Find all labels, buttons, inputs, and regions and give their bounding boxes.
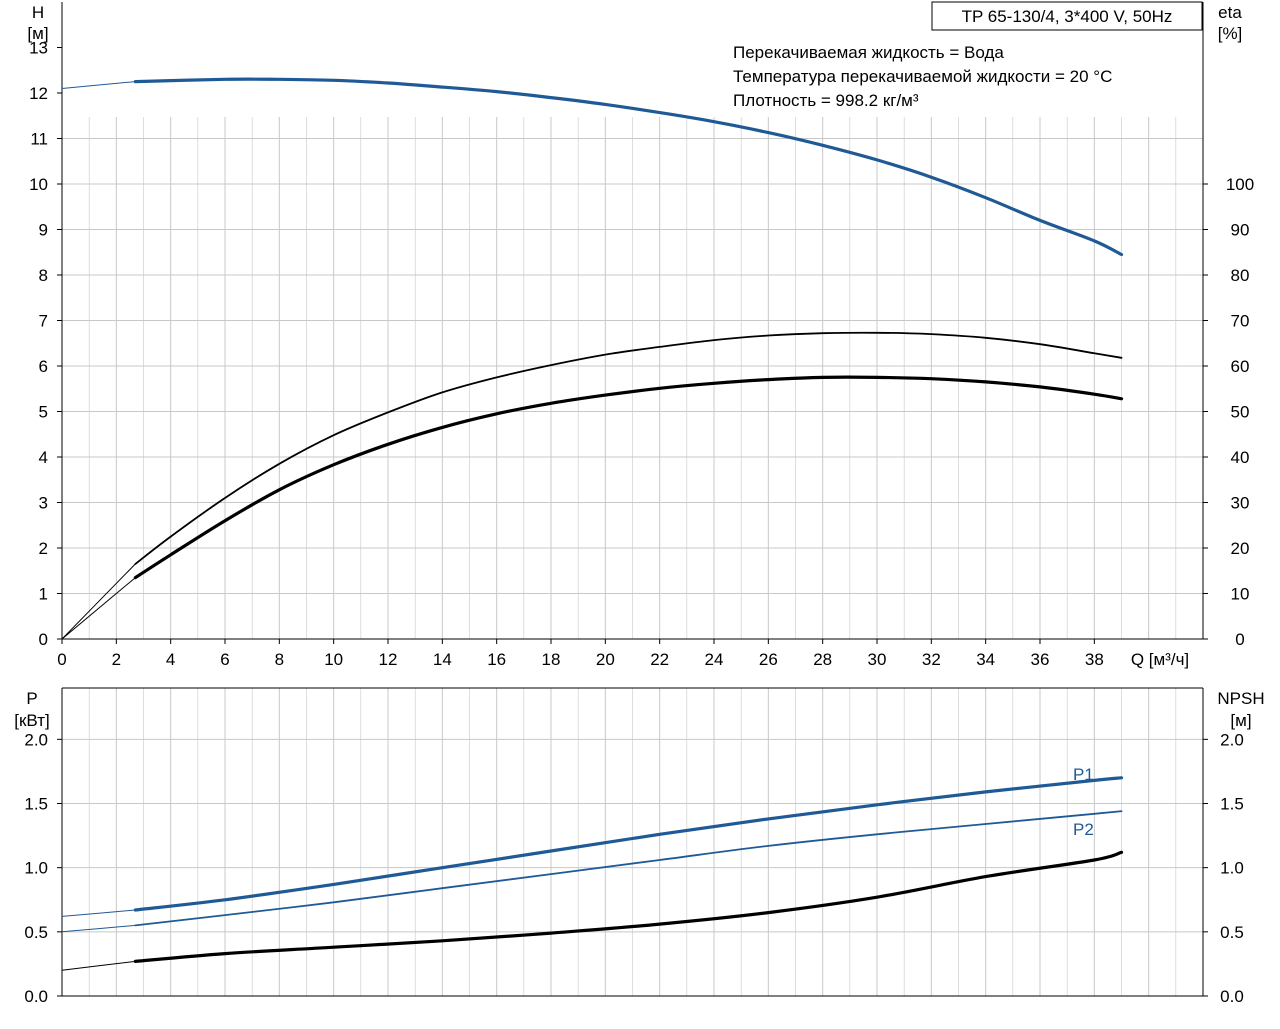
left-tick-label: 7 — [39, 312, 48, 331]
series-line-p2-extension — [61, 924, 136, 933]
bottom-tick-labels: 0.0 0.5 1.0 1.5 2.0 0.0 0.5 1.0 1.5 2.0 — [24, 730, 1243, 1006]
q-axis-label: Q [м³/ч] — [1131, 650, 1189, 669]
x-tick-label: 8 — [275, 650, 284, 669]
left-tick-label: 10 — [29, 175, 48, 194]
x-tick-label: 12 — [379, 650, 398, 669]
left-tick-label: 0.0 — [24, 987, 48, 1006]
series-line-series-0 — [133, 77, 1124, 257]
right-tick-label: 1.0 — [1220, 859, 1244, 878]
x-tick-label: 24 — [705, 650, 724, 669]
x-tick-label: 4 — [166, 650, 175, 669]
note-density: Плотность = 998.2 кг/м³ — [733, 91, 919, 110]
top-tick-labels: 0123456789101112130102030405060708090100… — [29, 39, 1254, 670]
x-tick-label: 32 — [922, 650, 941, 669]
series-line-series-2 — [133, 375, 1124, 580]
right-tick-label: 50 — [1231, 403, 1250, 422]
series-line-p1-extension — [61, 909, 136, 917]
left-tick-label: 13 — [29, 39, 48, 58]
x-tick-label: 34 — [976, 650, 995, 669]
x-tick-label: 30 — [868, 650, 887, 669]
h-axis-unit: [м] — [27, 24, 48, 43]
top-axes: H [м] eta [%] Q [м³/ч] — [27, 3, 1242, 669]
right-tick-label: 0.5 — [1220, 923, 1244, 942]
x-tick-label: 0 — [57, 650, 66, 669]
right-tick-label: 1.5 — [1220, 795, 1244, 814]
left-tick-label: 6 — [39, 357, 48, 376]
series-line-p2 — [134, 810, 1123, 927]
right-tick-label: 2.0 — [1220, 730, 1244, 749]
left-tick-label: 11 — [30, 130, 48, 149]
left-tick-label: 1.0 — [24, 859, 48, 878]
npsh-axis-unit: [м] — [1230, 711, 1251, 730]
left-tick-label: 1 — [39, 585, 48, 604]
right-tick-label: 0.0 — [1220, 987, 1244, 1006]
h-axis-title: H — [32, 3, 44, 22]
x-tick-label: 16 — [487, 650, 506, 669]
right-tick-label: 100 — [1226, 175, 1254, 194]
right-tick-label: 80 — [1231, 266, 1250, 285]
bottom-series — [61, 776, 1124, 971]
x-tick-label: 14 — [433, 650, 452, 669]
left-tick-label: 2.0 — [24, 730, 48, 749]
left-tick-label: 4 — [39, 448, 48, 467]
x-tick-label: 36 — [1031, 650, 1050, 669]
left-tick-label: 0 — [39, 630, 48, 649]
x-tick-label: 20 — [596, 650, 615, 669]
top-grid — [61, 2, 1204, 640]
series-line-series-1-extension — [61, 563, 136, 640]
right-tick-label: 0 — [1235, 630, 1244, 649]
left-tick-label: 8 — [39, 266, 48, 285]
x-tick-label: 18 — [542, 650, 561, 669]
x-tick-label: 2 — [112, 650, 121, 669]
top-series — [61, 77, 1124, 640]
x-tick-label: 38 — [1085, 650, 1104, 669]
left-tick-label: 12 — [29, 84, 48, 103]
series-line-p1 — [133, 776, 1124, 912]
model-box — [931, 1, 1203, 31]
right-tick-label: 30 — [1231, 494, 1250, 513]
x-tick-label: 28 — [813, 650, 832, 669]
p-axis-unit: [кВт] — [14, 711, 49, 730]
series-line-series-1 — [134, 331, 1123, 565]
x-tick-label: 6 — [220, 650, 229, 669]
left-tick-label: 2 — [39, 539, 48, 558]
note-liquid: Перекачиваемая жидкость = Вода — [733, 43, 1004, 62]
right-tick-label: 40 — [1231, 448, 1250, 467]
eta-axis-unit: [%] — [1218, 24, 1243, 43]
series-line-series-2-extension — [61, 577, 136, 640]
left-tick-label: 0.5 — [24, 923, 48, 942]
npsh-axis-title: NPSH — [1217, 689, 1264, 708]
right-tick-label: 10 — [1231, 585, 1250, 604]
left-tick-label: 9 — [39, 221, 48, 240]
right-tick-label: 20 — [1231, 539, 1250, 558]
series-line-series-0-extension — [61, 81, 136, 89]
left-tick-label: 3 — [39, 494, 48, 513]
model-label: TP 65-130/4, 3*400 V, 50Hz — [962, 7, 1173, 26]
bottom-axes: P [кВт] NPSH [м] — [14, 689, 1264, 730]
right-tick-label: 90 — [1231, 221, 1250, 240]
p-axis-title: P — [26, 689, 37, 708]
p2-series-label: P2 — [1073, 820, 1094, 839]
series-line-series-2 — [133, 850, 1124, 963]
x-tick-label: 26 — [759, 650, 778, 669]
right-tick-label: 70 — [1231, 312, 1250, 331]
left-tick-label: 1.5 — [24, 795, 48, 814]
bottom-grid — [61, 687, 1204, 997]
left-tick-label: 5 — [39, 403, 48, 422]
x-tick-label: 22 — [650, 650, 669, 669]
right-tick-label: 60 — [1231, 357, 1250, 376]
p1-series-label: P1 — [1073, 765, 1094, 784]
x-tick-label: 10 — [324, 650, 343, 669]
note-temperature: Температура перекачиваемой жидкости = 20… — [733, 67, 1112, 86]
eta-axis-title: eta — [1218, 3, 1242, 22]
series-line-series-2-extension — [61, 960, 136, 971]
